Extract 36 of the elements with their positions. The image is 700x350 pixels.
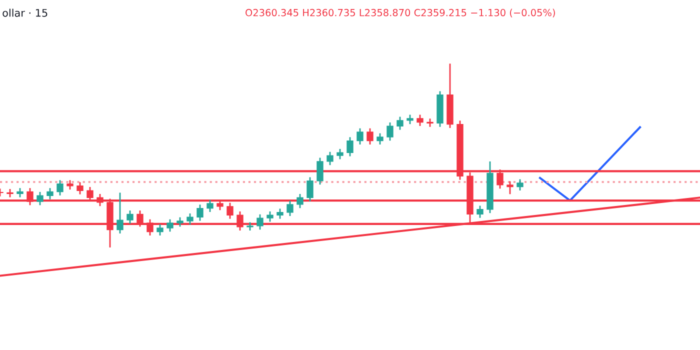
candlestick bbox=[376, 132, 384, 146]
candlestick bbox=[56, 179, 64, 196]
candlestick bbox=[406, 114, 414, 125]
candlestick bbox=[416, 114, 424, 127]
candlestick bbox=[346, 136, 354, 157]
candlestick bbox=[186, 212, 194, 226]
chart-title: ollar · 15 bbox=[2, 8, 48, 17]
candlestick bbox=[126, 210, 134, 224]
candlestick bbox=[356, 128, 364, 146]
candlestick bbox=[296, 193, 304, 209]
candlestick bbox=[66, 179, 74, 190]
candlestick bbox=[286, 200, 294, 217]
candlestick bbox=[206, 199, 214, 213]
candlestick bbox=[36, 191, 44, 206]
candlestick bbox=[46, 187, 54, 200]
candlestick bbox=[506, 180, 514, 195]
candlestick bbox=[266, 210, 274, 222]
candlestick bbox=[476, 205, 484, 219]
candlestick bbox=[16, 187, 24, 198]
candlestick bbox=[166, 218, 174, 232]
candlestick bbox=[256, 214, 264, 230]
candlestick bbox=[366, 128, 374, 146]
candlestick bbox=[76, 182, 84, 196]
candlestick bbox=[116, 192, 124, 234]
candlestick bbox=[276, 208, 284, 220]
candlestick bbox=[336, 148, 344, 160]
candlestick bbox=[326, 151, 334, 166]
candlestick bbox=[156, 224, 164, 236]
candlestick bbox=[516, 178, 524, 192]
candlestick bbox=[386, 122, 394, 142]
text: O2360.345 H2360.735 L2358.870 C2359.215 −1.130 (−0.05%) bbox=[246, 8, 555, 18]
candlestick bbox=[306, 176, 314, 202]
candlestick bbox=[316, 157, 324, 186]
candlestick bbox=[196, 204, 204, 222]
candlestick bbox=[396, 116, 404, 131]
candlestick bbox=[176, 216, 184, 228]
